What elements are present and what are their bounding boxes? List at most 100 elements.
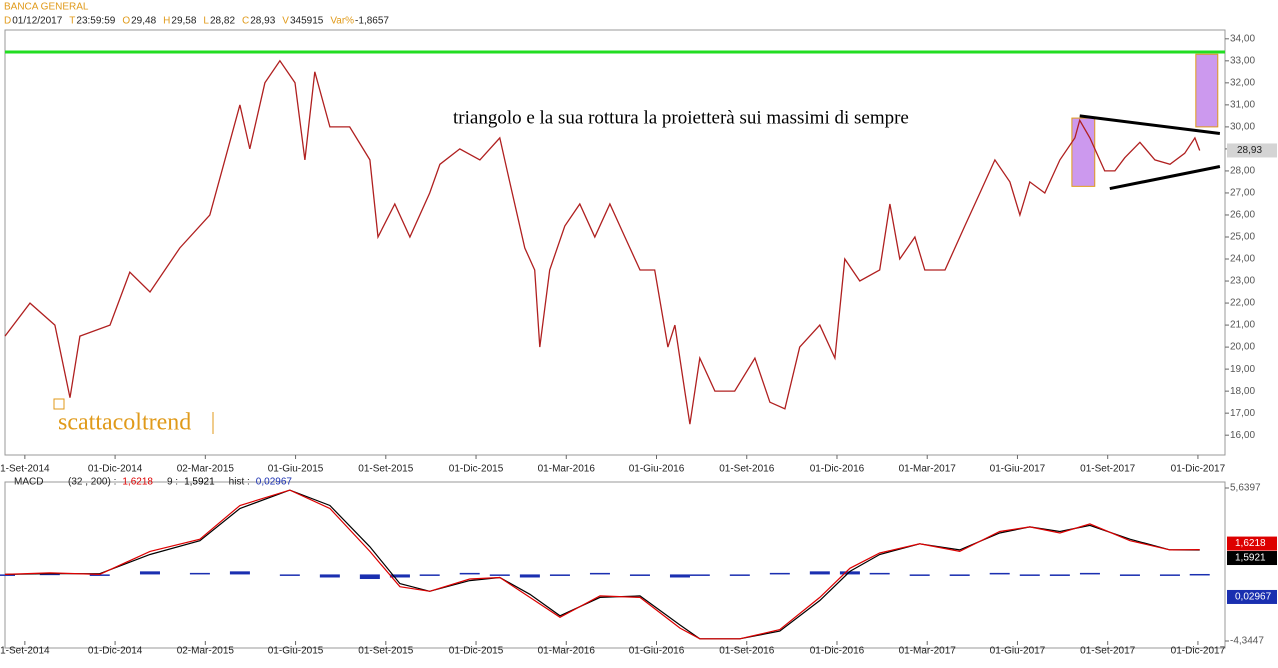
x-tick-label: 01-Giu-2015 bbox=[268, 464, 324, 475]
x-tick-label: 01-Giu-2017 bbox=[990, 646, 1046, 657]
x-tick-label: 01-Dic-2014 bbox=[88, 464, 143, 475]
hist-bar bbox=[869, 572, 890, 575]
hist-bar bbox=[629, 574, 650, 576]
hist-bar bbox=[39, 573, 60, 576]
info-value: 23:59:59 bbox=[76, 16, 115, 27]
last-value-label: 1,5921 bbox=[1235, 553, 1266, 564]
info-value: 01/12/2017 bbox=[12, 16, 62, 27]
info-value: 29,58 bbox=[171, 16, 196, 27]
marker-square bbox=[53, 398, 65, 410]
y-tick-label: 25,00 bbox=[1230, 232, 1255, 243]
hist-bar bbox=[1189, 573, 1210, 576]
highlight-box bbox=[1195, 53, 1219, 128]
info-key: Var% bbox=[330, 16, 354, 27]
x-tick-label: 01-Dic-2016 bbox=[810, 464, 865, 475]
hist-bar bbox=[669, 574, 690, 578]
x-tick-label: 01-Set-2015 bbox=[358, 646, 413, 657]
hist-bar bbox=[389, 574, 410, 578]
hist-bar bbox=[729, 574, 750, 576]
info-key: D bbox=[4, 16, 11, 27]
hist-bar bbox=[549, 574, 570, 576]
hist-bar bbox=[459, 572, 480, 575]
y-tick-label: 26,00 bbox=[1230, 210, 1255, 221]
hist-bar bbox=[1119, 574, 1140, 576]
x-tick-label: 01-Set-2017 bbox=[1080, 646, 1135, 657]
hist-bar bbox=[769, 572, 790, 575]
legend-value: 1,5921 bbox=[184, 477, 215, 488]
info-key: T bbox=[69, 16, 75, 27]
x-tick-label: 01-Giu-2017 bbox=[990, 464, 1046, 475]
y-tick-label: -4,3447 bbox=[1230, 636, 1264, 647]
x-tick-label: 01-Set-2016 bbox=[719, 646, 774, 657]
y-tick-label: 34,00 bbox=[1230, 33, 1255, 44]
x-tick-label: 01-Dic-2015 bbox=[449, 464, 504, 475]
hist-bar bbox=[1159, 574, 1180, 576]
y-tick-label: 19,00 bbox=[1230, 364, 1255, 375]
trend-line bbox=[1109, 165, 1221, 191]
legend-value: 1,6218 bbox=[122, 477, 153, 488]
legend-name: hist : bbox=[229, 477, 250, 488]
hist-bar bbox=[359, 574, 380, 580]
y-tick-label: 16,00 bbox=[1230, 430, 1255, 441]
y-tick-label: 30,00 bbox=[1230, 122, 1255, 133]
hist-bar bbox=[839, 571, 860, 575]
y-tick-label: 20,00 bbox=[1230, 342, 1255, 353]
x-tick-label: 01-Dic-2017 bbox=[1171, 646, 1226, 657]
info-value: -1,8657 bbox=[355, 16, 389, 27]
info-key: O bbox=[122, 16, 130, 27]
x-tick-label: 01-Dic-2016 bbox=[810, 646, 865, 657]
hist-bar bbox=[139, 571, 160, 575]
info-value: 345915 bbox=[290, 16, 324, 27]
watermark: scattacoltrend bbox=[58, 410, 191, 436]
hist-bar bbox=[319, 574, 340, 578]
x-tick-label: 01-Giu-2016 bbox=[629, 646, 685, 657]
annotation: triangolo e la sua rottura la proietterà… bbox=[453, 107, 909, 128]
last-value-label: 1,6218 bbox=[1235, 538, 1266, 549]
hist-bar bbox=[1049, 574, 1070, 576]
info-key: V bbox=[282, 16, 289, 27]
info-value: 29,48 bbox=[131, 16, 156, 27]
x-tick-label: 01-Dic-2017 bbox=[1171, 464, 1226, 475]
hist-bar bbox=[1079, 572, 1100, 575]
x-tick-label: 01-Mar-2017 bbox=[899, 464, 957, 475]
y-tick-label: 24,00 bbox=[1230, 254, 1255, 265]
hist-bar bbox=[689, 574, 710, 576]
y-tick-label: 17,00 bbox=[1230, 408, 1255, 419]
x-tick-label: 01-Dic-2014 bbox=[88, 646, 143, 657]
x-tick-label: 01-Giu-2015 bbox=[268, 646, 324, 657]
hist-bar bbox=[419, 574, 440, 576]
macd-panel bbox=[4, 481, 1226, 649]
hist-bar bbox=[949, 574, 970, 576]
y-tick-label: 27,00 bbox=[1230, 188, 1255, 199]
y-tick-label: 5,6397 bbox=[1230, 483, 1261, 494]
y-tick-label: 28,00 bbox=[1230, 166, 1255, 177]
hist-bar bbox=[89, 574, 110, 576]
x-tick-label: 01-Set-2015 bbox=[358, 464, 413, 475]
x-tick-label: 01-Set-2017 bbox=[1080, 464, 1135, 475]
hist-bar bbox=[589, 572, 610, 575]
price-panel bbox=[4, 29, 1226, 456]
last-value-box bbox=[1227, 589, 1277, 604]
legend-name: (32 , 200) : bbox=[68, 477, 116, 488]
last-value-box bbox=[1227, 536, 1277, 551]
x-tick-label: 01-Mar-2016 bbox=[538, 646, 596, 657]
hist-bar bbox=[989, 572, 1010, 575]
info-key: H bbox=[163, 16, 170, 27]
y-tick-label: 21,00 bbox=[1230, 320, 1255, 331]
highlight-box bbox=[1071, 117, 1096, 187]
legend-name: 9 : bbox=[167, 477, 178, 488]
x-tick-label: 01-Giu-2016 bbox=[629, 464, 685, 475]
x-tick-label: 1-Set-2014 bbox=[0, 464, 50, 475]
x-tick-label: 01-Set-2016 bbox=[719, 464, 774, 475]
hist-bar bbox=[0, 574, 15, 576]
last-value-box bbox=[1227, 551, 1277, 566]
info-value: 28,93 bbox=[250, 16, 275, 27]
hist-bar bbox=[809, 571, 830, 575]
x-tick-label: 02-Mar-2015 bbox=[177, 646, 235, 657]
hist-bar bbox=[189, 572, 210, 575]
last-price-box bbox=[1227, 143, 1277, 158]
hist-bar bbox=[229, 571, 250, 575]
x-tick-label: 02-Mar-2015 bbox=[177, 464, 235, 475]
